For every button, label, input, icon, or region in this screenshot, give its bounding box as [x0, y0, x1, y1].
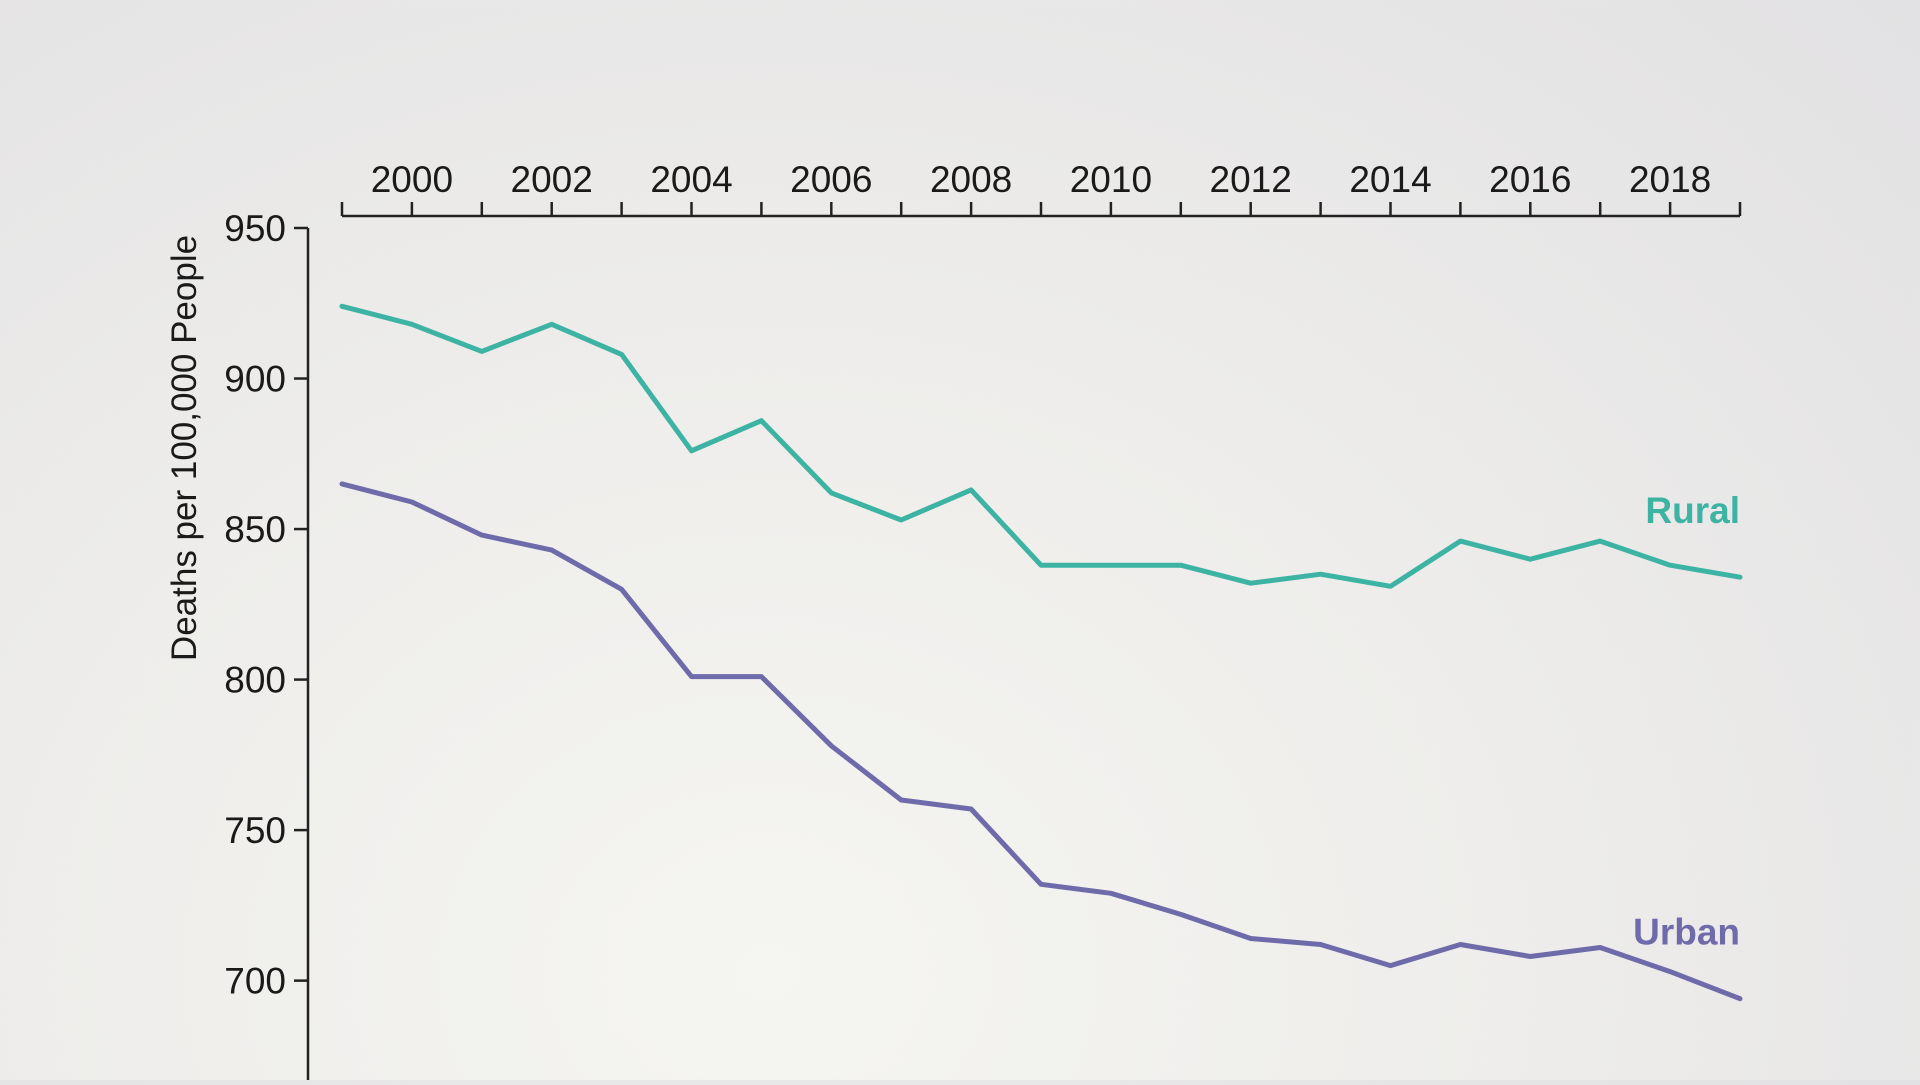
y-axis-title: Deaths per 100,000 People — [165, 235, 204, 661]
series-label-urban: Urban — [1633, 912, 1740, 953]
y-tick-label: 850 — [224, 509, 286, 550]
x-tick-label: 2004 — [650, 159, 732, 200]
x-tick-label: 2008 — [930, 159, 1012, 200]
x-tick-label: 2014 — [1349, 159, 1431, 200]
x-tick-label: 2006 — [790, 159, 872, 200]
x-tick-label: 2000 — [371, 159, 453, 200]
series-line-urban — [339, 481, 1743, 1002]
y-tick-label: 750 — [224, 810, 286, 851]
y-tick-label: 800 — [224, 660, 286, 701]
series-label-rural: Rural — [1645, 490, 1740, 531]
y-tick-label: 950 — [224, 208, 286, 249]
y-tick-label: 900 — [224, 359, 286, 400]
x-tick-label: 2016 — [1489, 159, 1571, 200]
x-tick-label: 2018 — [1629, 159, 1711, 200]
x-tick-label: 2002 — [511, 159, 593, 200]
x-tick-label: 2010 — [1070, 159, 1152, 200]
x-tick-label: 2012 — [1210, 159, 1292, 200]
series-labels: Rural Urban — [1633, 490, 1740, 952]
series-lines — [339, 303, 1743, 1002]
y-tick-label: 700 — [224, 961, 286, 1002]
series-line-rural — [339, 303, 1743, 589]
axes: 950 900 850 800 750 700 Deaths per 100,000 Peo… — [165, 159, 1742, 1080]
